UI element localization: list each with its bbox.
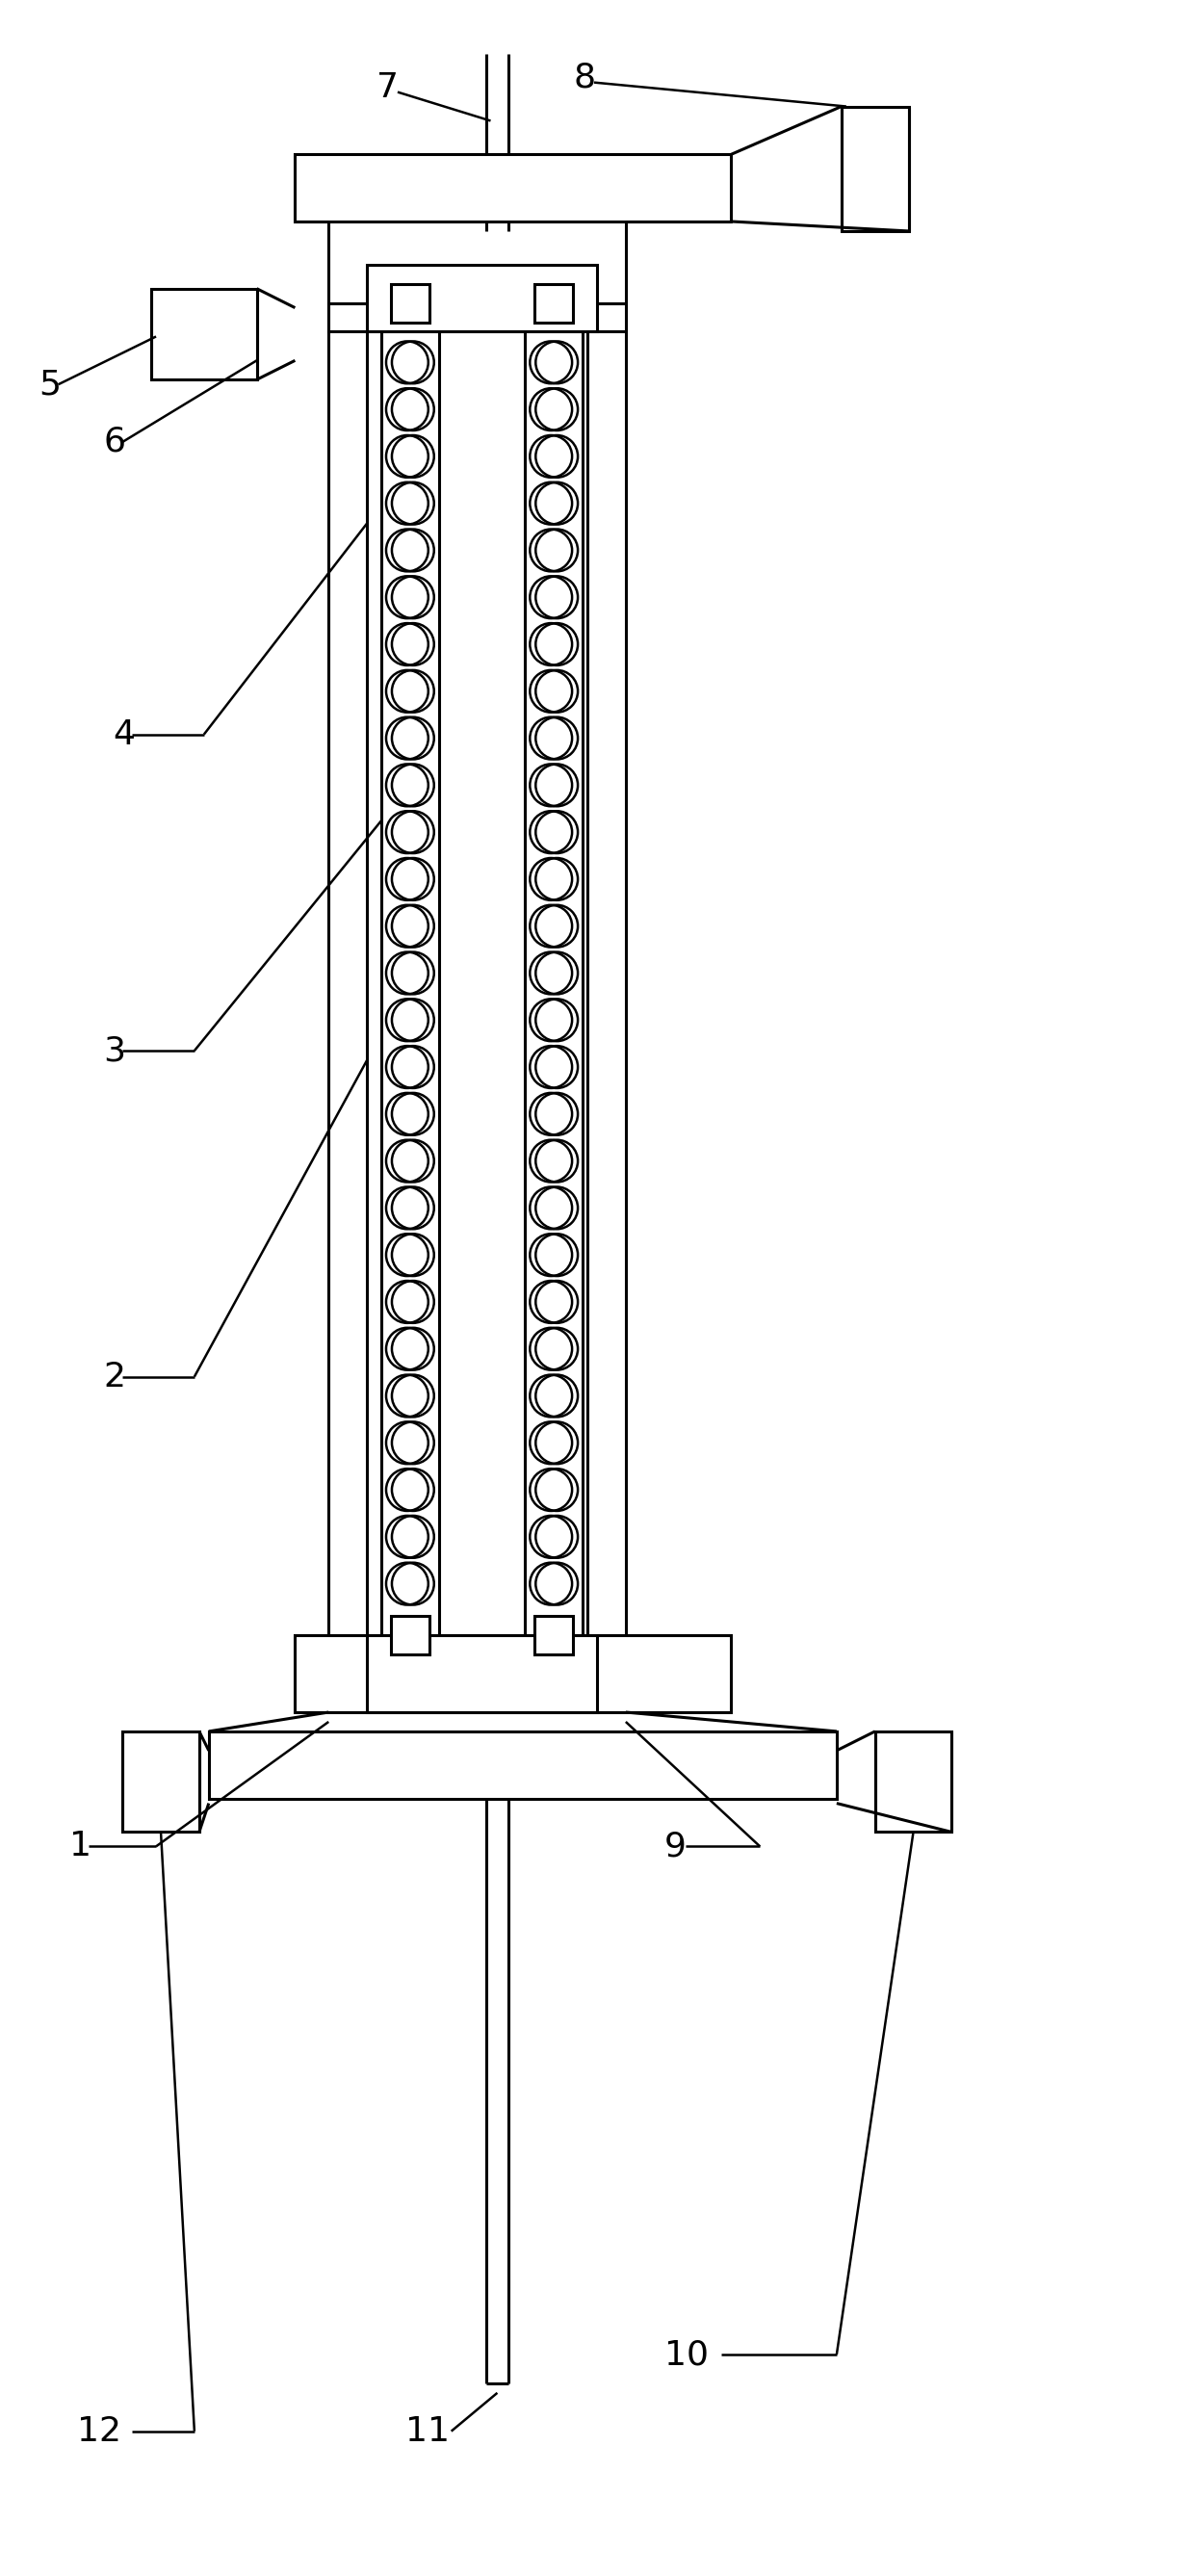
Bar	[367, 265, 597, 332]
Text: 6: 6	[104, 425, 125, 459]
Bar	[842, 106, 909, 232]
Bar	[535, 1615, 573, 1654]
Bar	[390, 283, 430, 322]
Text: 7: 7	[376, 72, 399, 103]
Text: 5: 5	[39, 368, 61, 402]
Text: 8: 8	[573, 62, 596, 95]
Bar	[152, 289, 257, 379]
Text: 4: 4	[113, 719, 135, 750]
Bar	[209, 1731, 837, 1798]
Text: 2: 2	[104, 1360, 125, 1394]
Bar	[328, 304, 626, 332]
Text: 1: 1	[69, 1829, 92, 1862]
Bar	[390, 1615, 430, 1654]
Bar	[535, 283, 573, 322]
Text: 12: 12	[78, 2414, 122, 2447]
Text: 10: 10	[664, 2339, 708, 2370]
Text: 3: 3	[104, 1036, 125, 1066]
Bar	[295, 155, 731, 222]
Bar	[123, 1731, 199, 1832]
Bar	[367, 1636, 597, 1713]
Text: 11: 11	[405, 2414, 450, 2447]
Text: 9: 9	[664, 1829, 687, 1862]
Bar	[295, 1636, 731, 1713]
Bar	[875, 1731, 952, 1832]
